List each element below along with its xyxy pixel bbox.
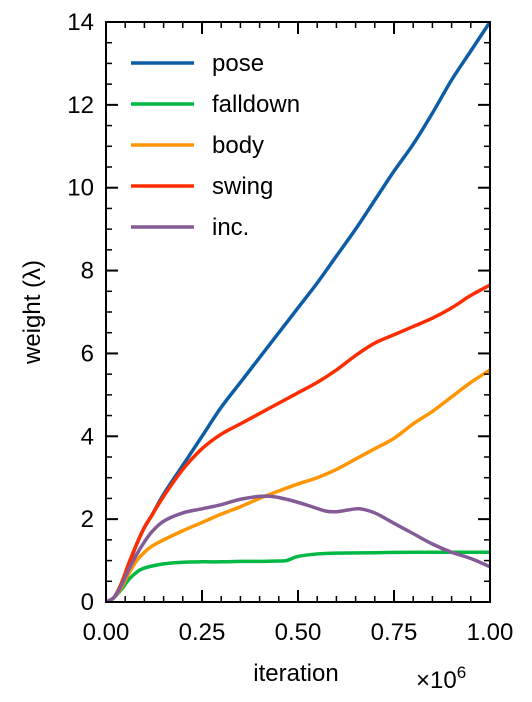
legend-label-pose: pose [212, 50, 264, 77]
x-multiplier-base: ×10 [416, 667, 457, 694]
y-tick-label: 14 [67, 9, 94, 36]
axis-ticks: 0.00 0.25 0.50 0.75 1.00 0 2 4 6 8 10 12 14 [67, 9, 513, 646]
y-tick-label: 12 [67, 92, 94, 119]
y-axis-label: weight (λ) [19, 260, 46, 365]
plot-area [106, 22, 490, 602]
x-tick-label: 0.75 [371, 619, 418, 646]
y-tick-label: 10 [67, 175, 94, 202]
x-tick-label: 0.50 [275, 619, 322, 646]
legend-label-falldown: falldown [212, 91, 300, 118]
x-multiplier-exponent: 6 [457, 663, 466, 682]
x-axis-label: iteration [253, 660, 338, 687]
legend-label-body: body [212, 132, 264, 159]
y-tick-label: 4 [81, 423, 94, 450]
x-axis-multiplier: ×106 [416, 663, 466, 694]
y-tick-label: 2 [81, 506, 94, 533]
series-line-body [106, 368, 490, 602]
x-tick-label: 0.00 [83, 619, 130, 646]
legend: pose falldown body swing inc. [131, 50, 300, 241]
x-tick-label: 1.00 [467, 619, 514, 646]
series-line-inc [106, 494, 490, 602]
y-tick-label: 6 [81, 340, 94, 367]
legend-label-swing: swing [212, 173, 273, 200]
y-tick-label: 8 [81, 258, 94, 285]
x-tick-label: 0.25 [179, 619, 226, 646]
legend-label-inc: inc. [212, 214, 249, 241]
series-line-swing [106, 283, 490, 602]
series-line-falldown [106, 550, 490, 602]
y-tick-label: 0 [81, 589, 94, 616]
